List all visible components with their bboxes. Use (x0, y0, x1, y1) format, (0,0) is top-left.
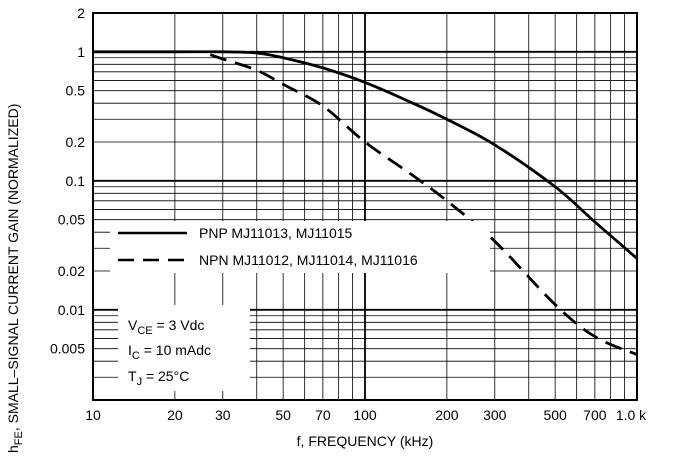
y-tick-label: 0.05 (58, 212, 85, 228)
y-tick-label: 0.01 (58, 302, 85, 318)
condition-ic: IC = 10 mAdc (128, 342, 211, 362)
y-tick-label: 0.2 (66, 134, 86, 150)
legend-box (110, 221, 490, 273)
y-axis-title-sub: FE (13, 431, 25, 445)
y-axis-title-rest: , SMALL–SIGNAL CURRENT GAIN (NORMALIZED) (5, 104, 21, 432)
test-conditions: VCE = 3 Vdc IC = 10 mAdc TJ = 25°C (118, 305, 250, 391)
legend-label-pnp: PNP MJ11013, MJ11015 (199, 225, 353, 241)
x-tick-label: 300 (483, 407, 507, 423)
x-axis-title: f, FREQUENCY (kHz) (297, 433, 434, 449)
y-axis-title-main: h (5, 445, 21, 453)
y-tick-label: 2 (77, 5, 85, 21)
x-tick-label: 500 (543, 407, 567, 423)
condition-vce: VCE = 3 Vdc (128, 317, 204, 337)
y-tick-label: 0.1 (66, 173, 86, 189)
condition-tj: TJ = 25°C (128, 368, 189, 388)
conditions-box (118, 305, 250, 391)
y-tick-label: 0.005 (50, 341, 85, 357)
x-tick-label: 20 (167, 407, 183, 423)
x-tick-labels: 10 20 30 50 70 100 200 300 500 700 1.0 k (85, 407, 647, 423)
x-tick-label: 50 (275, 407, 291, 423)
plot-frame (92, 12, 638, 401)
y-tick-labels: 2 1 0.5 0.2 0.1 0.05 0.02 0.01 0.005 (50, 5, 85, 357)
x-tick-label: 100 (353, 407, 377, 423)
y-tick-label: 0.02 (58, 263, 85, 279)
x-tick-label: 30 (215, 407, 231, 423)
x-tick-label: 200 (435, 407, 459, 423)
y-tick-label: 0.5 (66, 83, 86, 99)
x-tick-label: 10 (85, 407, 101, 423)
y-tick-label: 1 (77, 44, 85, 60)
series-line-pnp (92, 50, 638, 260)
y-axis-title: hFE, SMALL–SIGNAL CURRENT GAIN (NORMALIZ… (5, 104, 25, 453)
x-tick-label: 1.0 k (616, 407, 647, 423)
series-layer (92, 50, 638, 356)
legend-label-npn: NPN MJ11012, MJ11014, MJ11016 (199, 252, 418, 268)
series-line-npn (209, 53, 638, 356)
x-tick-label: 700 (583, 407, 607, 423)
legend: PNP MJ11013, MJ11015 NPN MJ11012, MJ1101… (110, 221, 490, 273)
x-tick-label: 70 (315, 407, 331, 423)
